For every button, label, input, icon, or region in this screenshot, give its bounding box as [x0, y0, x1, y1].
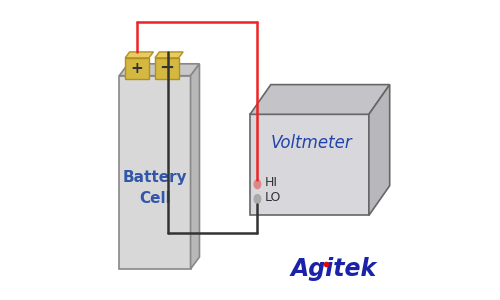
Text: HI: HI: [264, 176, 278, 189]
Text: Agitek: Agitek: [290, 257, 376, 281]
Text: −: −: [159, 59, 174, 77]
Polygon shape: [125, 52, 154, 58]
Text: Battery
Cell: Battery Cell: [122, 170, 187, 206]
Ellipse shape: [254, 195, 260, 203]
Polygon shape: [155, 52, 183, 58]
Polygon shape: [369, 85, 390, 215]
Ellipse shape: [254, 180, 260, 189]
Polygon shape: [250, 85, 390, 114]
Polygon shape: [250, 114, 369, 215]
Polygon shape: [155, 58, 178, 79]
Polygon shape: [119, 64, 200, 76]
Text: LO: LO: [264, 191, 280, 204]
Text: Voltmeter: Voltmeter: [271, 134, 352, 152]
Polygon shape: [125, 58, 149, 79]
Polygon shape: [190, 64, 200, 269]
Polygon shape: [119, 76, 190, 269]
Text: +: +: [130, 61, 143, 76]
